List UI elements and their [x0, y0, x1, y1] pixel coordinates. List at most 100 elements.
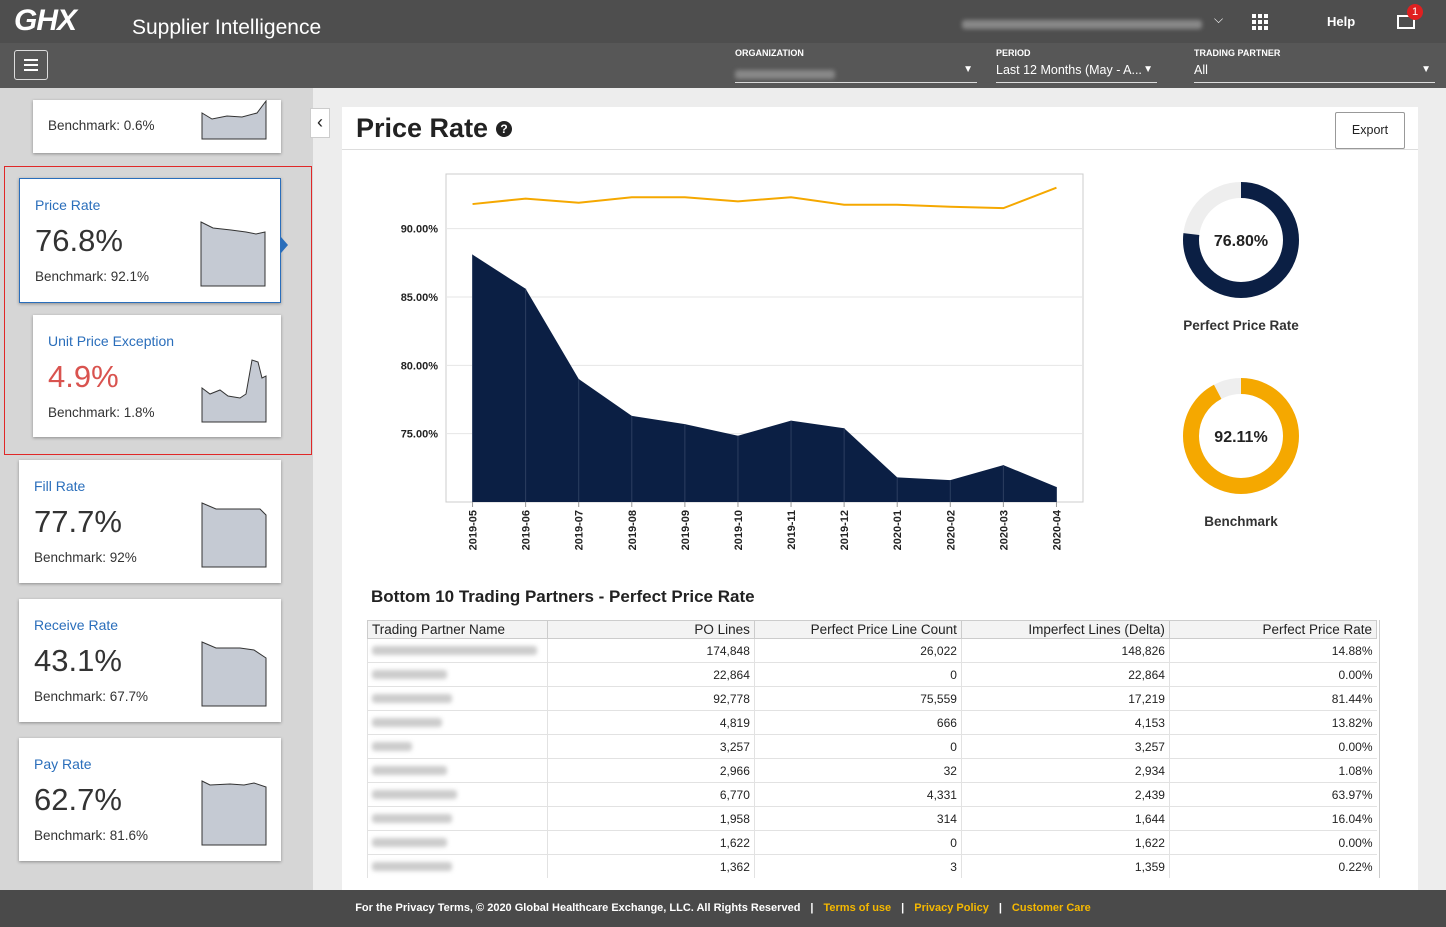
table-cell: 3,257 [960, 734, 1170, 759]
period-filter[interactable]: PERIOD Last 12 Months (May - A... ▼ [996, 48, 1157, 83]
table-container: Trading Partner Name PO Lines Perfect Pric… [367, 620, 1380, 878]
notifications-icon[interactable] [1396, 12, 1418, 32]
table: Trading Partner Name PO Lines Perfect Pric… [367, 620, 1378, 878]
sparkline-area [201, 641, 267, 707]
card-benchmark: Benchmark: 92% [34, 550, 137, 565]
donut-value: 76.80% [1214, 233, 1268, 250]
y-tick-label: 85.00% [401, 292, 439, 304]
x-tick-label: 2020-02 [945, 510, 957, 550]
table-cell: 2,934 [960, 758, 1170, 783]
help-link[interactable]: Help [1327, 14, 1356, 29]
table-cell: 1.08% [1168, 758, 1377, 783]
table-cell: 4,153 [960, 710, 1170, 735]
sparkline [201, 780, 267, 846]
partner-name [367, 806, 548, 831]
partner-name [367, 662, 548, 687]
x-tick-label: 2020-04 [1051, 509, 1063, 550]
table-row: 22,864 0 22,864 0.00% [367, 662, 1377, 687]
logo[interactable]: GHX [14, 4, 77, 37]
filter-value: All [1194, 63, 1208, 77]
table-cell: 174,848 [546, 638, 755, 663]
x-tick-label: 2019-06 [521, 510, 533, 550]
partner-name [367, 638, 548, 663]
metric-card[interactable]: Fill Rate 77.7% Benchmark: 92% [19, 460, 281, 583]
table-cell: 3,257 [546, 734, 755, 759]
table-cell: 26,022 [753, 638, 962, 663]
metric-card[interactable]: Price Rate 76.8% Benchmark: 92.1% [19, 178, 288, 303]
table-cell: 32 [753, 758, 962, 783]
table-cell: 0 [753, 662, 962, 687]
sparkline [201, 641, 267, 707]
footer-link[interactable]: Customer Care [1011, 902, 1091, 914]
menu-button[interactable] [14, 50, 48, 80]
partner-name [367, 758, 548, 783]
filter-label: TRADING PARTNER [1194, 48, 1281, 58]
x-tick-label: 2019-09 [680, 510, 692, 550]
area [472, 254, 1057, 502]
table-cell: 1,622 [546, 830, 755, 855]
help-icon[interactable]: ? [496, 121, 512, 137]
partner-name [367, 854, 548, 878]
redacted-name [372, 669, 447, 679]
card-pointer [281, 237, 288, 253]
sparkline [200, 221, 266, 287]
export-button[interactable]: Export [1335, 112, 1405, 149]
table-cell: 2,439 [960, 782, 1170, 807]
card-benchmark: Benchmark: 67.7% [34, 689, 149, 704]
collapse-button[interactable]: ‹ [310, 108, 330, 138]
table-cell: 22,864 [546, 662, 755, 687]
table-cell: 63.97% [1168, 782, 1377, 807]
table-cell: 17,219 [960, 686, 1170, 711]
x-tick-label: 2019-10 [733, 510, 745, 550]
card-label: Unit Price Exception [48, 333, 175, 349]
metric-card[interactable]: Receive Rate 43.1% Benchmark: 67.7% [19, 599, 281, 722]
card-label: Price Rate [35, 197, 101, 213]
redacted-name [372, 765, 447, 775]
partner-name [367, 734, 548, 759]
notification-count: 1 [1407, 4, 1423, 20]
table-cell: 314 [753, 806, 962, 831]
table-cell: 1,958 [546, 806, 755, 831]
redacted-name [372, 813, 452, 823]
table-row: 6,770 4,331 2,439 63.97% [367, 782, 1377, 807]
user-dropdown[interactable]: ⌵ [1214, 12, 1224, 26]
card-value: 62.7% [34, 782, 122, 817]
trading-partner-filter[interactable]: TRADING PARTNER All ▼ [1194, 48, 1435, 83]
redacted-name [372, 837, 447, 847]
footer-link[interactable]: Terms of use [823, 902, 892, 914]
table-cell: 1,362 [546, 854, 755, 878]
apps-icon[interactable] [1252, 14, 1268, 30]
card-value: 76.8% [35, 223, 123, 258]
table-cell: 148,826 [960, 638, 1170, 663]
metric-card[interactable]: Unit Price Exception 4.9% Benchmark: 1.8% [33, 315, 281, 437]
donut-label: Benchmark [1204, 514, 1278, 529]
metric-card[interactable]: Pay Rate 62.7% Benchmark: 81.6% [19, 738, 281, 861]
card-label: Fill Rate [34, 478, 86, 494]
x-tick-label: 2019-08 [627, 510, 639, 550]
filter-label: PERIOD [996, 48, 1031, 58]
sparkline [201, 100, 267, 140]
x-tick-label: 2020-01 [892, 510, 904, 550]
table-cell: 1,359 [960, 854, 1170, 878]
table-cell: 0 [753, 830, 962, 855]
partner-name [367, 782, 548, 807]
table-cell: 666 [753, 710, 962, 735]
x-tick-label: 2019-07 [574, 510, 586, 550]
footer: For the Privacy Terms, © 2020 Global Hea… [0, 890, 1446, 927]
user-menu[interactable] [962, 16, 1202, 29]
organization-filter[interactable]: ORGANIZATION ▼ [735, 48, 977, 83]
filter-label: ORGANIZATION [735, 48, 804, 58]
table-row: 1,622 0 1,622 0.00% [367, 830, 1377, 855]
sparkline-area [200, 221, 266, 287]
column-header: Imperfect Lines (Delta) [960, 620, 1170, 639]
table-header-row: Trading Partner Name PO Lines Perfect Pric… [367, 620, 1378, 639]
metric-card[interactable]: Benchmark: 0.6% [33, 100, 281, 153]
card-value: 77.7% [34, 504, 122, 539]
y-tick-label: 90.00% [401, 224, 439, 236]
column-header: Trading Partner Name [367, 620, 548, 639]
table-row: 1,362 3 1,359 0.22% [367, 854, 1377, 878]
table-cell: 0.00% [1168, 734, 1377, 759]
column-header: Perfect Price Line Count [753, 620, 962, 639]
footer-link[interactable]: Privacy Policy [914, 902, 989, 914]
top-bar: GHX Supplier Intelligence ⌵ Help 1 [0, 0, 1446, 43]
